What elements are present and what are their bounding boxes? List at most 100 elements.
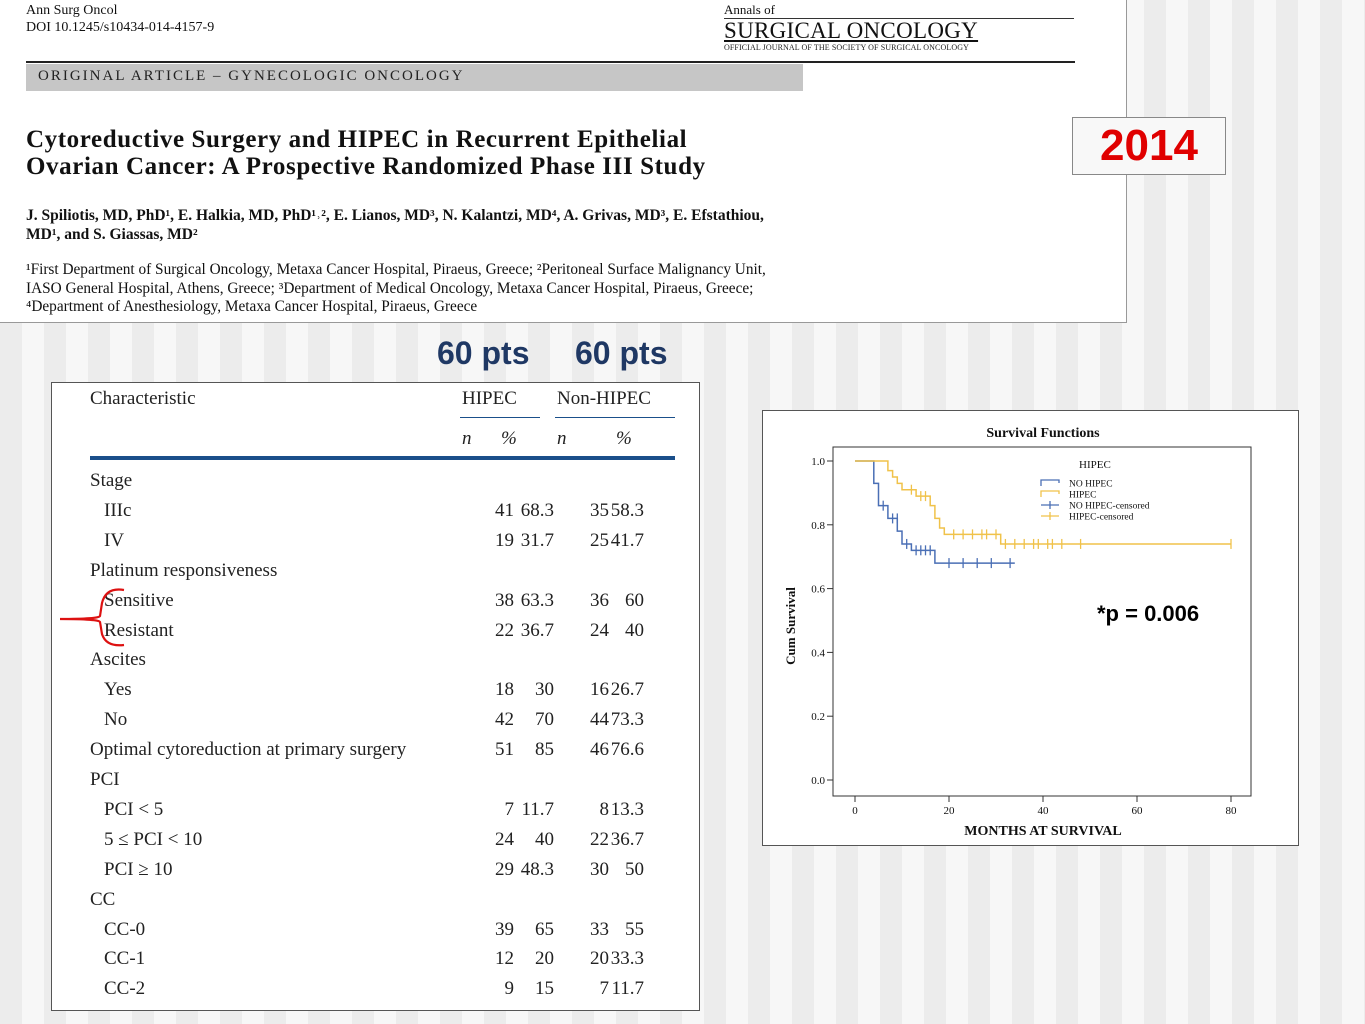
row-label: CC-2: [104, 978, 146, 1000]
row-value: 65: [535, 918, 554, 940]
legend-swatch: [1040, 479, 1060, 486]
title-line-1: Cytoreductive Surgery and HIPEC in Recur…: [26, 126, 688, 153]
affil-line-3: ⁴Department of Anesthesiology, Metaxa Ca…: [26, 298, 478, 315]
p-value-label: *p = 0.006: [1097, 601, 1200, 626]
y-tick-label: 0.8: [811, 520, 825, 532]
row-value: 36.7: [610, 828, 644, 850]
row-value: 35: [590, 499, 609, 521]
row-value: 12: [495, 948, 514, 970]
header-non-hipec: Non-HIPEC: [557, 388, 651, 409]
article-title: Cytoreductive Surgery and HIPEC in Recur…: [26, 126, 1026, 180]
row-value: 51: [495, 739, 514, 761]
row-label: CC-0: [104, 918, 146, 940]
journal-masthead: Annals of SURGICAL ONCOLOGY OFFICIAL JOU…: [724, 2, 1074, 53]
row-value: 76.6: [610, 739, 644, 761]
legend-entry: HIPEC: [1069, 491, 1096, 501]
journal-subtitle: OFFICIAL JOURNAL OF THE SOCIETY OF SURGI…: [724, 43, 969, 52]
row-label: PCI < 5: [104, 798, 164, 820]
row-value: 40: [625, 619, 644, 641]
affil-line-2: IASO General Hospital, Athens, Greece; ³…: [26, 279, 754, 297]
x-tick-label: 40: [1038, 805, 1050, 817]
plot-frame: [832, 446, 1252, 797]
survival-curve: [855, 460, 1015, 564]
row-value: 8: [599, 798, 610, 820]
header-divider: [26, 61, 1075, 63]
row-value: 11.7: [521, 798, 554, 820]
row-value: 22: [590, 828, 609, 850]
masthead-rule: [724, 18, 1074, 19]
y-tick-label: 0.6: [811, 584, 825, 596]
row-label: No: [104, 709, 128, 731]
row-value: 29: [495, 858, 514, 880]
y-tick-label: 0.0: [811, 775, 825, 787]
row-value: 50: [625, 858, 644, 880]
row-label: IIIc: [104, 499, 132, 521]
row-value: 36.7: [520, 619, 554, 641]
row-label: PCI ≥ 10: [104, 858, 173, 880]
year-label: 2014: [1100, 121, 1198, 170]
row-value: 31.7: [520, 529, 554, 551]
row-value: 30: [590, 858, 609, 880]
non-hipec-n-header: n: [557, 428, 567, 449]
bracket-path: [59, 588, 125, 647]
row-label: CC: [90, 888, 116, 910]
row-value: 58.3: [610, 499, 644, 521]
doi: DOI 10.1245/s10434-014-4157-9: [26, 20, 215, 35]
y-tick-label: 1.0: [811, 456, 825, 468]
title-line-2: Ovarian Cancer: A Prospective Randomized…: [26, 153, 706, 180]
row-value: 22: [495, 619, 514, 641]
row-value: 19: [495, 529, 514, 551]
row-value: 24: [495, 828, 514, 850]
row-value: 70: [535, 709, 554, 731]
row-label: Ascites: [90, 649, 146, 671]
non-hipec-pct-header: %: [616, 428, 632, 449]
row-value: 44: [590, 709, 609, 731]
row-value: 68.3: [520, 499, 554, 521]
pts-hipec-label: 60 pts: [437, 335, 530, 371]
section-label: ORIGINAL ARTICLE – GYNECOLOGIC ONCOLOGY: [38, 68, 465, 84]
affiliations: ¹First Department of Surgical Oncology, …: [26, 261, 1086, 317]
row-value: 7: [599, 978, 610, 1000]
row-value: 30: [535, 679, 554, 701]
author-list: J. Spiliotis, MD, PhD¹, E. Halkia, MD, P…: [26, 206, 1086, 244]
authors-line-2: MD¹, and S. Giassas, MD²: [26, 226, 198, 243]
row-label: Stage: [90, 470, 133, 491]
row-value: 36: [590, 589, 609, 611]
row-label: 5 ≤ PCI < 10: [104, 828, 203, 850]
authors-line-1: J. Spiliotis, MD, PhD¹, E. Halkia, MD, P…: [26, 207, 764, 224]
y-tick-label: 0.4: [811, 647, 825, 659]
row-value: 41: [495, 499, 514, 521]
row-value: 41.7: [610, 529, 644, 551]
row-value: 26.7: [610, 679, 644, 701]
article-header-panel: Ann Surg Oncol DOI 10.1245/s10434-014-41…: [0, 0, 1127, 323]
hipec-header-rule: [460, 417, 540, 418]
row-label: Resistant: [104, 619, 174, 641]
row-value: 48.3: [520, 858, 554, 880]
row-value: 40: [535, 828, 554, 850]
legend-title: HIPEC: [1079, 459, 1111, 471]
row-label: IV: [104, 529, 125, 551]
row-value: 7: [504, 798, 515, 820]
row-label: CC-1: [104, 948, 146, 970]
row-value: 11.7: [611, 978, 644, 1000]
x-tick-label: 0: [852, 805, 858, 817]
row-value: 18: [495, 679, 514, 701]
hipec-n-header: n: [462, 428, 472, 449]
chart-title: Survival Functions: [986, 426, 1100, 441]
row-value: 9: [504, 978, 515, 1000]
pts-non-hipec-label: 60 pts: [575, 335, 668, 371]
row-label: Sensitive: [104, 589, 174, 611]
table-header-rule: [90, 456, 675, 460]
row-value: 25: [590, 529, 609, 551]
row-value: 63.3: [520, 589, 554, 611]
row-label: PCI: [90, 769, 120, 790]
row-value: 60: [625, 589, 644, 611]
row-value: 15: [535, 978, 554, 1000]
legend-entry: NO HIPEC-censored: [1069, 502, 1150, 512]
year-callout: 2014: [1072, 117, 1226, 175]
annals-of-label: Annals of: [724, 2, 775, 17]
legend-entry: NO HIPEC: [1069, 480, 1113, 490]
highlight-bracket: [59, 588, 125, 647]
legend-entry: HIPEC-censored: [1069, 513, 1134, 523]
row-label: Platinum responsiveness: [90, 559, 278, 581]
